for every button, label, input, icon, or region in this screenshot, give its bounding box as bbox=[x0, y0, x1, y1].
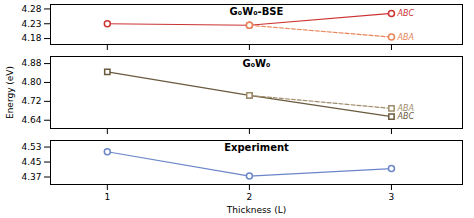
svg-text:4.37: 4.37 bbox=[21, 172, 41, 182]
svg-text:ABA: ABA bbox=[396, 104, 413, 113]
svg-text:3: 3 bbox=[389, 192, 395, 202]
svg-text:Energy (eV): Energy (eV) bbox=[5, 66, 15, 119]
svg-text:2: 2 bbox=[247, 192, 253, 202]
svg-text:ABA: ABA bbox=[396, 33, 413, 42]
svg-text:4.23: 4.23 bbox=[21, 19, 41, 29]
svg-text:4.64: 4.64 bbox=[21, 115, 41, 125]
svg-text:ABC: ABC bbox=[396, 112, 414, 121]
svg-text:G₀W₀: G₀W₀ bbox=[243, 58, 271, 69]
svg-text:Experiment: Experiment bbox=[224, 142, 289, 153]
svg-text:1: 1 bbox=[104, 192, 110, 202]
svg-text:Thickness (L): Thickness (L) bbox=[226, 205, 286, 215]
svg-text:4.88: 4.88 bbox=[21, 58, 41, 68]
svg-text:4.18: 4.18 bbox=[21, 33, 41, 43]
svg-text:4.53: 4.53 bbox=[21, 142, 41, 152]
svg-text:4.80: 4.80 bbox=[21, 77, 41, 87]
svg-text:4.28: 4.28 bbox=[21, 4, 41, 14]
svg-text:G₀W₀-BSE: G₀W₀-BSE bbox=[230, 6, 284, 17]
svg-text:4.72: 4.72 bbox=[21, 96, 41, 106]
svg-text:ABC: ABC bbox=[396, 9, 414, 18]
svg-text:4.45: 4.45 bbox=[21, 157, 41, 167]
